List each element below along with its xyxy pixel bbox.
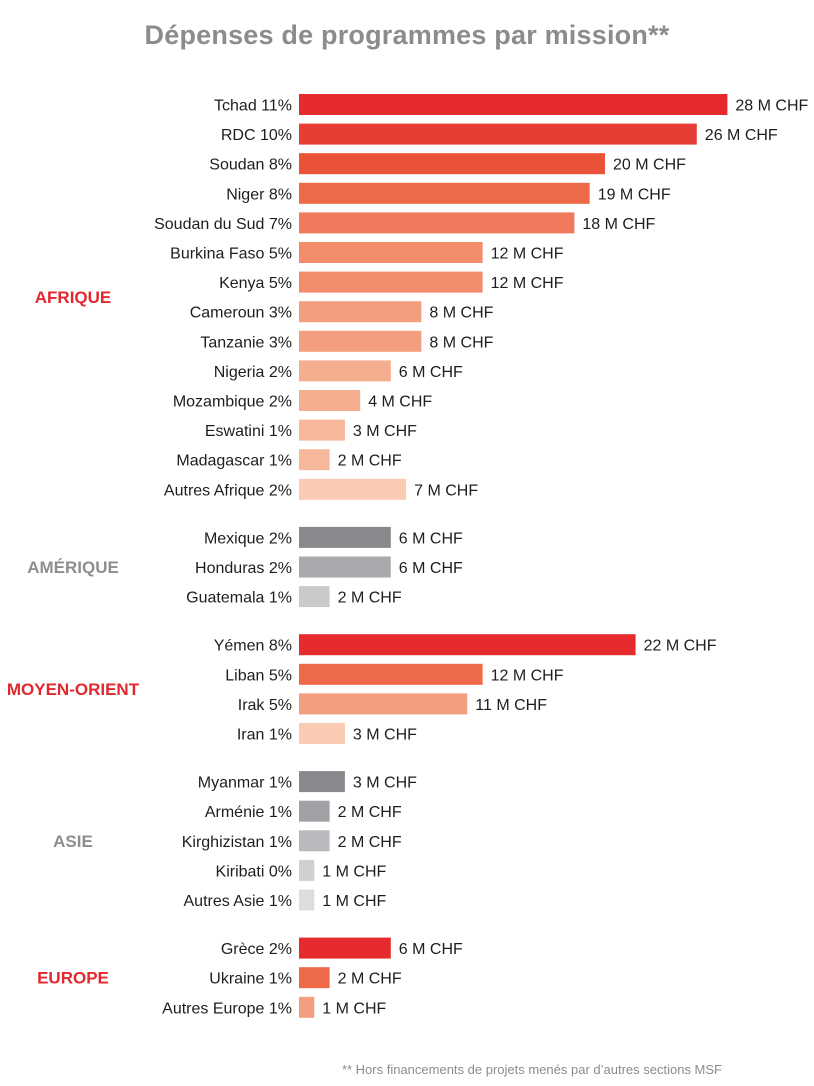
group-label: MOYEN-ORIENT — [7, 680, 140, 699]
bar-label: Myanmar 1% — [198, 775, 292, 792]
bar-label: Tanzanie 3% — [200, 334, 292, 351]
footnote: ** Hors financements de projets menés pa… — [341, 1062, 722, 1077]
value-label: 2 M CHF — [338, 453, 402, 470]
group-label: ASIE — [53, 832, 93, 851]
value-label: 28 M CHF — [735, 98, 808, 115]
bar — [299, 693, 468, 715]
bar-label: Autres Asie 1% — [184, 893, 293, 910]
bar-label: Kirghizistan 1% — [182, 834, 292, 851]
value-label: 6 M CHF — [399, 560, 463, 577]
bar — [299, 723, 345, 744]
bar-label: Kenya 5% — [219, 275, 292, 292]
value-label: 18 M CHF — [582, 216, 655, 233]
bar-label: Autres Europe 1% — [162, 1000, 292, 1017]
bar-label: Irak 5% — [238, 697, 292, 714]
chart-title: Dépenses de programmes par mission** — [144, 20, 670, 50]
value-label: 6 M CHF — [399, 364, 463, 381]
bar-label: Guatemala 1% — [186, 590, 292, 607]
bar — [299, 449, 330, 471]
bar — [299, 153, 605, 175]
bar — [299, 663, 483, 685]
group-label: EUROPE — [37, 969, 109, 988]
group-label: AFRIQUE — [35, 288, 112, 307]
bar-label: Soudan du Sud 7% — [154, 216, 292, 233]
value-label: 4 M CHF — [368, 394, 432, 411]
bar-label: Iran 1% — [237, 727, 292, 744]
bar — [299, 556, 391, 578]
bar-label: Arménie 1% — [205, 804, 292, 821]
bar-label: Ukraine 1% — [209, 971, 292, 988]
value-label: 3 M CHF — [353, 775, 417, 792]
bar — [299, 123, 697, 145]
bar — [299, 390, 361, 411]
value-label: 22 M CHF — [644, 638, 717, 655]
bar-label: Eswatini 1% — [205, 423, 292, 440]
bar — [299, 242, 483, 263]
bar — [299, 859, 315, 881]
bar — [299, 586, 330, 608]
bar-label: Grèce 2% — [221, 941, 292, 958]
bar — [299, 478, 407, 500]
value-label: 7 M CHF — [414, 482, 478, 499]
value-label: 1 M CHF — [322, 1000, 386, 1017]
value-label: 11 M CHF — [475, 697, 547, 714]
value-label: 2 M CHF — [338, 834, 402, 851]
bar-label: Burkina Faso 5% — [170, 246, 292, 263]
bar-label: Cameroun 3% — [190, 305, 292, 322]
bar — [299, 800, 330, 822]
bar-label: Liban 5% — [225, 667, 292, 684]
value-label: 20 M CHF — [613, 157, 686, 174]
value-label: 6 M CHF — [399, 941, 463, 958]
bar — [299, 526, 391, 548]
bar — [299, 271, 483, 293]
value-label: 6 M CHF — [399, 530, 463, 547]
bar — [299, 889, 315, 911]
bar — [299, 996, 315, 1018]
bar-label: Soudan 8% — [209, 157, 292, 174]
bar — [299, 634, 636, 656]
value-label: 2 M CHF — [338, 590, 402, 607]
bar-label: Niger 8% — [226, 186, 292, 203]
bar-label: Mozambique 2% — [173, 394, 292, 411]
bar-label: Autres Afrique 2% — [164, 482, 292, 499]
bar — [299, 419, 345, 441]
value-label: 1 M CHF — [322, 863, 386, 880]
group-label: AMÉRIQUE — [27, 558, 119, 577]
value-label: 12 M CHF — [491, 275, 564, 292]
bar — [299, 94, 728, 115]
value-label: 2 M CHF — [338, 804, 402, 821]
bar-label: Mexique 2% — [204, 530, 292, 547]
bar-label: Honduras 2% — [195, 560, 292, 577]
value-label: 3 M CHF — [353, 423, 417, 440]
value-label: 2 M CHF — [338, 971, 402, 988]
bar-label: Yémen 8% — [214, 638, 292, 655]
value-label: 12 M CHF — [491, 667, 564, 684]
bar-label: RDC 10% — [221, 127, 292, 144]
value-label: 1 M CHF — [322, 893, 386, 910]
bar-label: Madagascar 1% — [176, 453, 292, 470]
bar-label: Tchad 11% — [214, 98, 292, 115]
bar — [299, 967, 330, 989]
bar — [299, 301, 422, 323]
bar — [299, 937, 391, 959]
value-label: 26 M CHF — [705, 127, 778, 144]
bar — [299, 330, 422, 352]
bar — [299, 182, 590, 204]
bar — [299, 360, 391, 382]
value-label: 12 M CHF — [491, 246, 564, 263]
value-label: 8 M CHF — [429, 334, 493, 351]
value-label: 19 M CHF — [598, 186, 671, 203]
value-label: 3 M CHF — [353, 727, 417, 744]
bar-label: Nigeria 2% — [214, 364, 292, 381]
bar — [299, 212, 575, 234]
bar — [299, 771, 345, 793]
bar-label: Kiribati 0% — [216, 863, 292, 880]
bar — [299, 830, 330, 852]
value-label: 8 M CHF — [429, 305, 493, 322]
